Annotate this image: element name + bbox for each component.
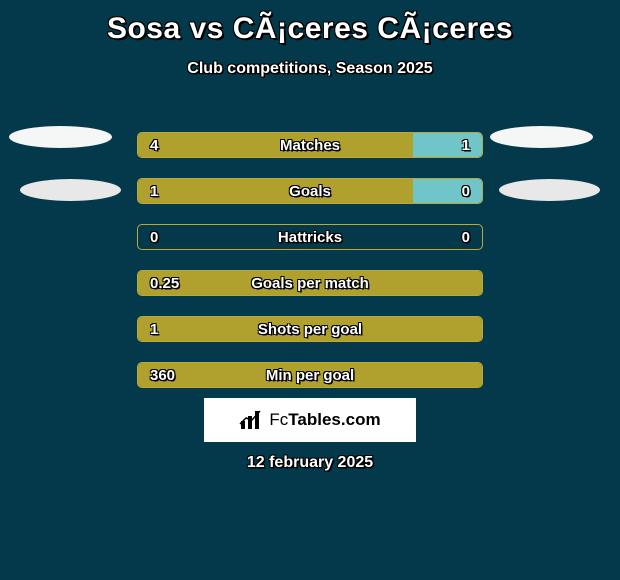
stat-left-value: 360 bbox=[150, 352, 175, 398]
bar-left-fill bbox=[138, 179, 413, 203]
stat-left-value: 1 bbox=[150, 168, 158, 214]
stat-right-value: 1 bbox=[462, 122, 470, 168]
stat-row: Matches41 bbox=[0, 122, 620, 168]
stat-right-value: 0 bbox=[462, 168, 470, 214]
stat-row: Goals10 bbox=[0, 168, 620, 214]
logo-text-fc: Fc bbox=[269, 410, 288, 429]
logo-text: FcTables.com bbox=[269, 410, 380, 430]
bar-track bbox=[137, 316, 483, 342]
stat-left-value: 0.25 bbox=[150, 260, 179, 306]
logo-box: FcTables.com bbox=[204, 398, 416, 442]
bar-right-fill bbox=[413, 133, 482, 157]
logo-chart-icon bbox=[239, 409, 263, 431]
stat-left-value: 1 bbox=[150, 306, 158, 352]
stat-row: Hattricks00 bbox=[0, 214, 620, 260]
logo-text-rest: Tables.com bbox=[288, 410, 380, 429]
date-label: 12 february 2025 bbox=[0, 454, 620, 472]
stat-row: Min per goal360 bbox=[0, 352, 620, 398]
bar-right-fill bbox=[413, 179, 482, 203]
bar-left-fill bbox=[138, 317, 482, 341]
bar-left-fill bbox=[138, 133, 413, 157]
stat-right-value: 0 bbox=[462, 214, 470, 260]
bar-track bbox=[137, 178, 483, 204]
bar-track bbox=[137, 132, 483, 158]
subtitle: Club competitions, Season 2025 bbox=[0, 60, 620, 78]
bar-left-fill bbox=[138, 363, 482, 387]
bar-track bbox=[137, 224, 483, 250]
stat-row: Goals per match0.25 bbox=[0, 260, 620, 306]
stat-row: Shots per goal1 bbox=[0, 306, 620, 352]
bar-track bbox=[137, 362, 483, 388]
page-title: Sosa vs CÃ¡ceres CÃ¡ceres bbox=[0, 0, 620, 46]
bar-left-fill bbox=[138, 271, 482, 295]
stat-left-value: 0 bbox=[150, 214, 158, 260]
bar-track bbox=[137, 270, 483, 296]
stat-left-value: 4 bbox=[150, 122, 158, 168]
stats-container: Matches41Goals10Hattricks00Goals per mat… bbox=[0, 122, 620, 398]
